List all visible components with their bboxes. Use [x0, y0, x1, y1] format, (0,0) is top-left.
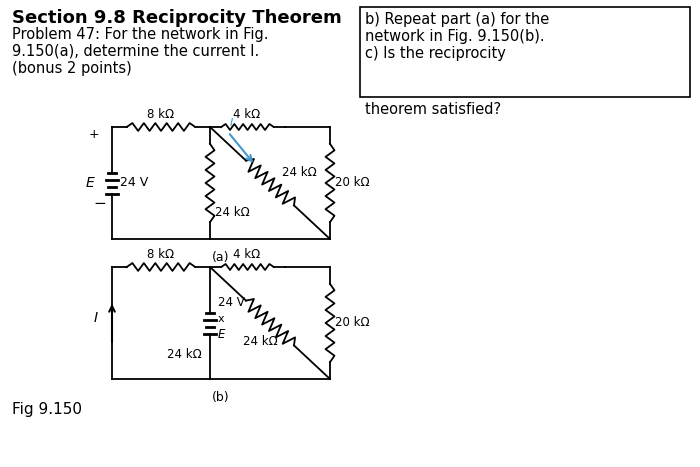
- Text: Fig 9.150: Fig 9.150: [12, 402, 82, 417]
- Text: 24 kΩ: 24 kΩ: [243, 335, 277, 348]
- Text: x: x: [218, 314, 225, 324]
- Text: (b): (b): [212, 391, 230, 404]
- Text: Section 9.8 Reciprocity Theorem: Section 9.8 Reciprocity Theorem: [12, 9, 342, 27]
- Text: I: I: [94, 311, 98, 325]
- Text: theorem satisfied?: theorem satisfied?: [365, 102, 501, 117]
- Text: I: I: [230, 118, 233, 128]
- Text: 24 kΩ: 24 kΩ: [282, 167, 316, 179]
- Text: 24 V: 24 V: [120, 177, 148, 190]
- Bar: [360, 7, 690, 97]
- Text: 4 kΩ: 4 kΩ: [233, 108, 260, 121]
- Text: E: E: [218, 328, 225, 341]
- Text: 24 kΩ: 24 kΩ: [167, 348, 202, 361]
- Text: 4 kΩ: 4 kΩ: [233, 248, 260, 261]
- Text: network in Fig. 9.150(b).: network in Fig. 9.150(b).: [365, 29, 545, 44]
- Text: 20 kΩ: 20 kΩ: [335, 177, 370, 190]
- Text: 8 kΩ: 8 kΩ: [148, 248, 174, 261]
- Text: 24 kΩ: 24 kΩ: [215, 206, 250, 219]
- Text: c) Is the reciprocity: c) Is the reciprocity: [365, 46, 506, 61]
- Text: −: −: [94, 197, 106, 212]
- Text: Problem 47: For the network in Fig.: Problem 47: For the network in Fig.: [12, 27, 269, 42]
- Text: E: E: [85, 176, 94, 190]
- Text: 9.150(a), determine the current I.: 9.150(a), determine the current I.: [12, 44, 259, 59]
- Text: +: +: [89, 128, 99, 142]
- Text: 8 kΩ: 8 kΩ: [148, 108, 174, 121]
- Text: (bonus 2 points): (bonus 2 points): [12, 61, 132, 76]
- Text: 24 V: 24 V: [218, 297, 245, 310]
- Text: 20 kΩ: 20 kΩ: [335, 317, 370, 330]
- Text: (a): (a): [212, 251, 230, 264]
- Text: b) Repeat part (a) for the: b) Repeat part (a) for the: [365, 12, 550, 27]
